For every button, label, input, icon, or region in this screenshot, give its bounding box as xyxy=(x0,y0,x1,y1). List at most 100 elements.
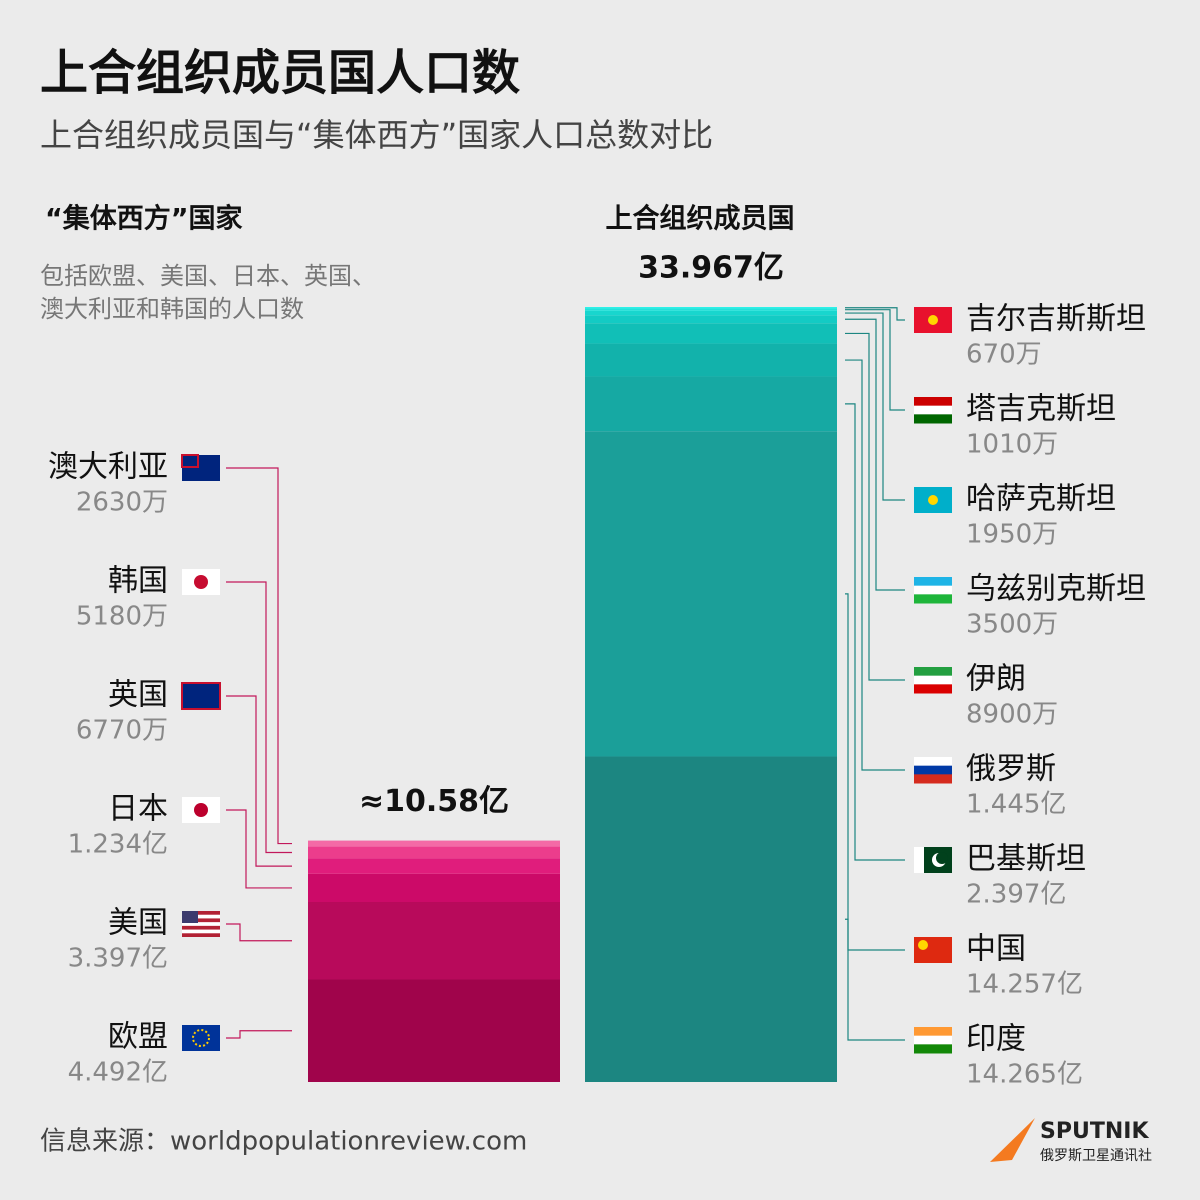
logo-mark xyxy=(990,1118,1035,1162)
value-label: 1.234亿 xyxy=(68,830,168,860)
value-label: 1010万 xyxy=(966,430,1058,460)
flag xyxy=(936,852,948,864)
flag xyxy=(182,911,220,915)
flag xyxy=(182,1025,220,1051)
source: 信息来源：worldpopulationreview.com xyxy=(40,1127,527,1157)
leader-line xyxy=(845,918,905,1041)
flag xyxy=(914,1044,952,1054)
flag xyxy=(914,594,952,604)
value-label: 2.397亿 xyxy=(966,880,1066,910)
leader-line xyxy=(226,581,292,854)
flag xyxy=(914,937,952,963)
flag xyxy=(192,1029,210,1047)
value-label: 14.265亿 xyxy=(966,1060,1083,1090)
bar-segment xyxy=(585,756,837,1082)
leader-line xyxy=(845,318,905,591)
flag xyxy=(918,940,928,950)
value-label: 14.257亿 xyxy=(966,970,1083,1000)
country-name: 吉尔吉斯斯坦 xyxy=(966,302,1146,337)
group-heading: 上合组织成员国 xyxy=(606,203,795,235)
value-label: 1.445亿 xyxy=(966,790,1066,820)
country-name: 澳大利亚 xyxy=(48,450,168,485)
bar-segment xyxy=(585,343,837,377)
bar-segment xyxy=(585,315,837,324)
brand-sub: 俄罗斯卫星通讯社 xyxy=(1040,1148,1152,1164)
bar-segment xyxy=(585,431,837,757)
flag xyxy=(182,683,220,709)
bar-segment xyxy=(585,308,837,311)
country-name: 中国 xyxy=(966,932,1026,967)
flag xyxy=(914,1035,952,1045)
bar-segment xyxy=(308,902,560,980)
flag xyxy=(914,405,952,415)
leader-line xyxy=(845,359,905,771)
country-name: 美国 xyxy=(108,906,168,941)
leader-line xyxy=(226,1030,292,1039)
country-name: 俄罗斯 xyxy=(966,752,1056,787)
bar-segment xyxy=(585,310,837,316)
leader-line xyxy=(226,809,292,889)
value-label: 1950万 xyxy=(966,520,1058,550)
bar-segment xyxy=(308,840,560,847)
country-name: 英国 xyxy=(108,678,168,713)
country-name: 日本 xyxy=(108,792,168,827)
flag xyxy=(914,774,952,784)
note: 包括欧盟、美国、日本、英国、澳大利亚和韩国的人口数 xyxy=(40,262,376,323)
value-label: 2630万 xyxy=(76,488,168,518)
value-label: 3500万 xyxy=(966,610,1058,640)
brand: SPUTNIK xyxy=(1040,1119,1149,1144)
flag xyxy=(914,757,952,767)
flag xyxy=(914,414,952,424)
group-heading: “集体西方”国家 xyxy=(45,203,243,235)
flag xyxy=(928,315,938,325)
leader-line xyxy=(845,309,905,411)
flag xyxy=(914,1027,952,1037)
leader-line xyxy=(226,923,292,942)
leader-line xyxy=(845,307,905,321)
country-name: 哈萨克斯坦 xyxy=(966,482,1116,517)
value-label: 670万 xyxy=(966,340,1042,370)
value-label: 4.492亿 xyxy=(68,1058,168,1088)
value-label: 6770万 xyxy=(76,716,168,746)
country-name: 塔吉克斯坦 xyxy=(966,392,1116,427)
flag xyxy=(914,397,952,407)
total-label: ≈10.58亿 xyxy=(359,784,509,819)
country-name: 韩国 xyxy=(108,564,168,599)
leader-line xyxy=(845,593,905,951)
value-label: 8900万 xyxy=(966,700,1058,730)
bar-segment xyxy=(585,307,837,309)
country-name: 印度 xyxy=(966,1022,1026,1057)
flag xyxy=(914,667,952,677)
bar-segment xyxy=(308,979,560,1082)
flag xyxy=(928,495,938,505)
flag xyxy=(194,803,208,817)
country-name: 伊朗 xyxy=(966,662,1026,697)
flag xyxy=(182,911,198,923)
flag xyxy=(914,675,952,685)
bar-segment xyxy=(585,376,837,432)
leader-line xyxy=(226,695,292,867)
bar-segment xyxy=(308,846,560,859)
flag xyxy=(194,575,208,589)
leader-line xyxy=(845,332,905,681)
country-name: 欧盟 xyxy=(108,1020,168,1055)
title: 上合组织成员国人口数 xyxy=(40,45,520,101)
bar-segment xyxy=(308,858,560,874)
flag xyxy=(914,577,952,587)
value-label: 3.397亿 xyxy=(68,944,168,974)
flag xyxy=(181,454,199,468)
leader-line xyxy=(226,467,292,845)
bar-segment xyxy=(585,323,837,344)
flag xyxy=(182,933,220,937)
flag xyxy=(914,585,952,595)
country-name: 乌兹别克斯坦 xyxy=(966,572,1146,607)
leader-line xyxy=(845,403,905,861)
flag xyxy=(914,847,924,873)
bar-segment xyxy=(308,873,560,903)
flag xyxy=(914,765,952,775)
flag xyxy=(181,682,221,710)
subtitle: 上合组织成员国与“集体西方”国家人口总数对比 xyxy=(40,116,713,154)
flag xyxy=(182,918,220,923)
